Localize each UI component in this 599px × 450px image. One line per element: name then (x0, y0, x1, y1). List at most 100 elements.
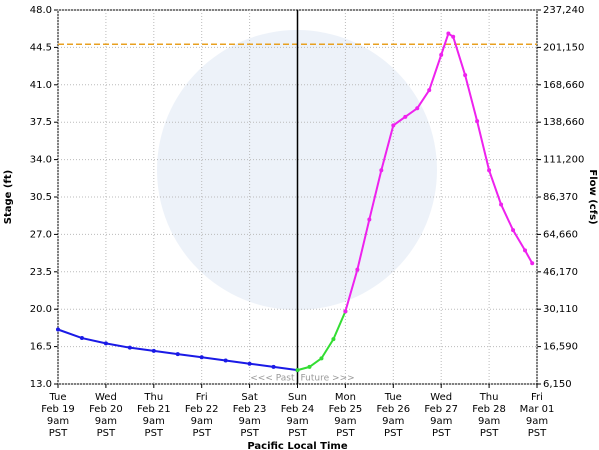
x-tick-label: Fri (196, 392, 208, 403)
x-tick-label: Tue (384, 392, 402, 403)
data-point (343, 309, 348, 314)
data-point (415, 106, 420, 111)
x-tick-label: 9am (430, 416, 452, 427)
x-tick-label: Wed (430, 392, 452, 403)
x-tick-label: Sun (288, 392, 307, 403)
data-point (475, 119, 480, 124)
x-tick-label: Feb 19 (41, 404, 75, 415)
x-axis-title: Pacific Local Time (247, 441, 347, 450)
x-tick-label: PST (288, 428, 307, 439)
data-point (79, 336, 84, 341)
x-tick-label: 9am (526, 416, 548, 427)
data-point (271, 364, 276, 369)
x-tick-label: Wed (95, 392, 117, 403)
x-tick-label: Thu (479, 392, 499, 403)
y-tick-label: 13.0 (30, 379, 52, 390)
y-tick-label: 16.5 (30, 342, 52, 353)
data-point (355, 267, 360, 272)
x-tick-label: Feb 25 (329, 404, 363, 415)
data-point (530, 261, 535, 266)
y-tick-label: 44.5 (30, 42, 52, 53)
x-tick-label: Tue (48, 392, 66, 403)
y2-tick-label: 6,150 (543, 379, 572, 390)
x-tick-label: 9am (478, 416, 500, 427)
x-tick-label: 9am (238, 416, 260, 427)
data-point (403, 114, 408, 119)
x-tick-label: Mar 01 (520, 404, 555, 415)
x-tick-label: Feb 20 (89, 404, 123, 415)
data-point (523, 248, 528, 253)
x-tick-label: 9am (191, 416, 213, 427)
y2-tick-label: 237,240 (543, 5, 584, 16)
data-point (511, 228, 516, 233)
y2-tick-label: 86,370 (543, 192, 578, 203)
y-tick-label: 30.5 (30, 192, 52, 203)
x-tick-label: 9am (95, 416, 117, 427)
data-point (451, 34, 456, 39)
y2-tick-label: 111,200 (543, 155, 584, 166)
y-tick-label: 27.0 (30, 229, 52, 240)
data-point (331, 337, 336, 342)
x-tick-label: PST (336, 428, 355, 439)
y-tick-label: 20.0 (30, 304, 52, 315)
x-tick-label: Fri (531, 392, 543, 403)
x-tick-label: Feb 23 (233, 404, 267, 415)
y-axis-title: Stage (ft) (3, 170, 14, 224)
data-point (223, 358, 228, 363)
data-point (127, 345, 132, 350)
x-tick-label: 9am (47, 416, 69, 427)
data-point (103, 341, 108, 346)
x-tick-label: 9am (286, 416, 308, 427)
y2-tick-label: 168,660 (543, 80, 584, 91)
x-tick-label: PST (432, 428, 451, 439)
y-tick-label: 37.5 (30, 117, 52, 128)
x-tick-label: PST (384, 428, 403, 439)
x-tick-label: Sat (241, 392, 257, 403)
data-point (151, 348, 156, 353)
data-point (199, 355, 204, 360)
y2-tick-label: 138,660 (543, 117, 584, 128)
x-tick-label: PST (97, 428, 116, 439)
x-tick-label: 9am (143, 416, 165, 427)
x-tick-label: PST (240, 428, 259, 439)
x-tick-label: Feb 24 (281, 404, 315, 415)
data-point (499, 202, 504, 207)
data-point (367, 217, 372, 222)
x-tick-label: Thu (143, 392, 163, 403)
x-tick-label: PST (49, 428, 68, 439)
data-point (427, 88, 432, 93)
y2-tick-label: 201,150 (543, 42, 584, 53)
future-label: Future >>> (301, 374, 355, 384)
x-tick-label: 9am (382, 416, 404, 427)
data-point (379, 168, 384, 173)
data-point (56, 327, 60, 332)
y-tick-label: 23.5 (30, 267, 52, 278)
y-tick-label: 34.0 (30, 155, 52, 166)
x-tick-label: Feb 22 (185, 404, 219, 415)
series-line (344, 31, 534, 312)
data-point (307, 364, 312, 369)
x-tick-label: PST (145, 428, 164, 439)
x-tick-label: PST (192, 428, 211, 439)
data-point (391, 123, 396, 128)
x-tick-label: 9am (334, 416, 356, 427)
data-point (439, 52, 444, 57)
y-tick-label: 41.0 (30, 80, 52, 91)
x-tick-label: PST (528, 428, 547, 439)
y2-tick-label: 16,590 (543, 342, 578, 353)
y2-axis-title: Flow (cfs) (587, 169, 598, 224)
data-point (319, 356, 324, 361)
past-label: <<< Past (250, 374, 295, 384)
data-point (446, 31, 451, 36)
y2-tick-label: 30,110 (543, 304, 578, 315)
x-tick-label: PST (480, 428, 499, 439)
x-tick-label: Mon (335, 392, 356, 403)
data-point (487, 168, 492, 173)
x-tick-label: Feb 28 (472, 404, 506, 415)
data-point (175, 352, 180, 357)
x-tick-label: Feb 21 (137, 404, 171, 415)
y2-tick-label: 46,170 (543, 267, 578, 278)
x-tick-label: Feb 26 (376, 404, 410, 415)
data-point (295, 368, 300, 373)
